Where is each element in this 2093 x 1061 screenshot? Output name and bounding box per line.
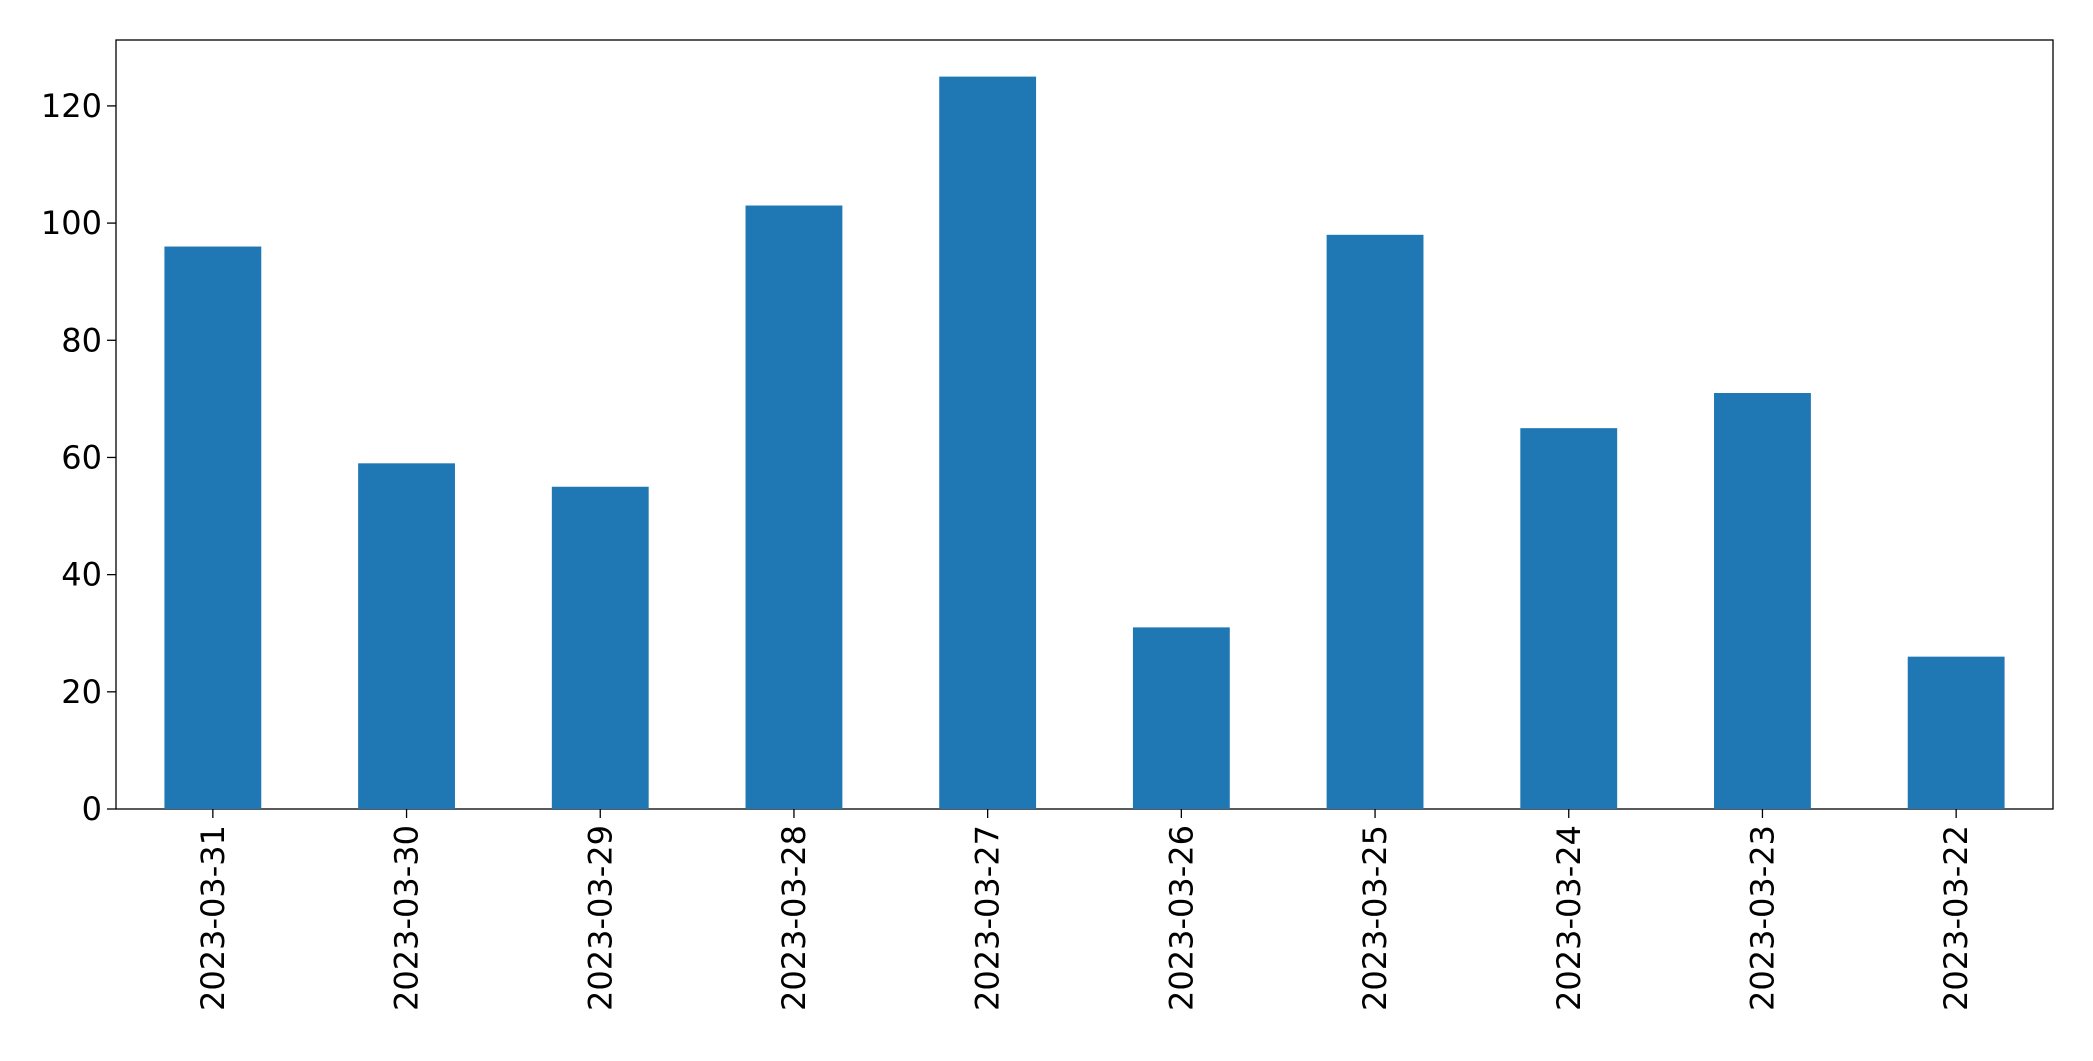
y-tick-label: 60 [61, 438, 102, 476]
bar [1714, 393, 1811, 809]
bar [1132, 627, 1230, 809]
x-tick-label: 2023-03-23 [1743, 825, 1781, 1011]
x-tick-label: 2023-03-28 [775, 825, 813, 1011]
x-tick-label: 2023-03-29 [581, 825, 619, 1011]
bar [164, 246, 262, 809]
y-tick-label: 20 [61, 673, 102, 711]
x-tick-label: 2023-03-27 [969, 825, 1007, 1011]
y-tick-label: 40 [61, 556, 102, 594]
bar [1520, 428, 1618, 809]
bar [551, 486, 649, 809]
bar [745, 205, 843, 810]
plot-frame [115, 39, 2054, 810]
y-tick-label: 120 [41, 87, 102, 125]
bar [1326, 234, 1424, 809]
bar [939, 76, 1037, 810]
x-tick-label: 2023-03-24 [1550, 825, 1588, 1011]
x-tick-label: 2023-03-25 [1356, 825, 1394, 1011]
y-tick-label: 0 [82, 790, 102, 828]
x-tick-label: 2023-03-22 [1937, 825, 1975, 1011]
y-tick-label: 80 [61, 321, 102, 359]
x-tick-label: 2023-03-30 [388, 825, 426, 1011]
x-tick-label: 2023-03-31 [194, 825, 232, 1011]
x-tick-label: 2023-03-26 [1162, 825, 1200, 1011]
bar [1907, 656, 2005, 809]
bar [358, 463, 455, 809]
y-tick-label: 100 [41, 204, 102, 242]
